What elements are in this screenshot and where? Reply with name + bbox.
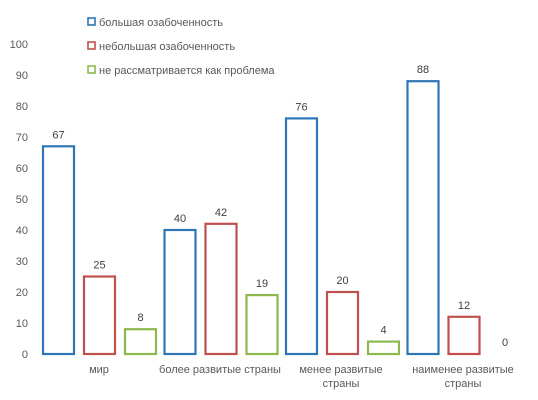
data-label: 67	[52, 129, 64, 141]
bar	[163, 228, 197, 356]
legend-swatch	[87, 65, 96, 74]
legend-label: небольшая озабоченность	[99, 41, 235, 53]
data-label: 4	[380, 325, 386, 337]
bar	[325, 290, 360, 356]
y-tick-label: 50	[16, 194, 28, 206]
y-tick-label: 90	[16, 70, 28, 82]
category-label: наименее развитые страны	[412, 364, 514, 390]
legend-swatch	[87, 17, 96, 26]
bars	[41, 80, 481, 356]
data-label: 0	[502, 337, 508, 349]
bar	[447, 315, 481, 356]
category-label: менее развитые страны	[299, 364, 382, 390]
bar	[366, 340, 401, 356]
category-label: мир	[89, 364, 109, 376]
y-tick-label: 30	[16, 256, 28, 268]
data-label: 40	[174, 213, 186, 225]
y-tick-label: 10	[16, 318, 28, 330]
data-label: 88	[417, 64, 429, 76]
y-tick-label: 20	[16, 287, 28, 299]
y-tick-label: 70	[16, 132, 28, 144]
x-axis: мир более развитые страны менее развитые ст…	[89, 364, 514, 390]
bar	[245, 294, 279, 356]
y-tick-label: 80	[16, 101, 28, 113]
bar	[82, 275, 117, 356]
data-label: 20	[336, 275, 348, 287]
bar	[41, 145, 76, 356]
bar	[123, 328, 158, 356]
category-label: более развитые страны	[159, 364, 281, 376]
y-axis: 0 10 20 30 40 50 60 70 80 90 100	[10, 39, 28, 361]
data-label: 19	[256, 278, 268, 290]
data-label: 12	[458, 300, 470, 312]
data-label: 76	[295, 101, 307, 113]
bar	[406, 80, 440, 356]
y-tick-label: 40	[16, 225, 28, 237]
legend-label: большая озабоченность	[99, 17, 223, 29]
legend: большая озабоченность небольшая озабоченн…	[87, 17, 275, 77]
y-tick-label: 0	[22, 349, 28, 361]
data-label: 25	[93, 260, 105, 272]
legend-label: не рассматривается как проблема	[99, 65, 275, 77]
y-tick-label: 100	[10, 39, 28, 51]
bar	[204, 222, 238, 356]
legend-swatch	[87, 41, 96, 50]
data-label: 8	[137, 312, 143, 324]
data-label: 42	[215, 207, 227, 219]
bar	[284, 117, 319, 356]
y-tick-label: 60	[16, 163, 28, 175]
